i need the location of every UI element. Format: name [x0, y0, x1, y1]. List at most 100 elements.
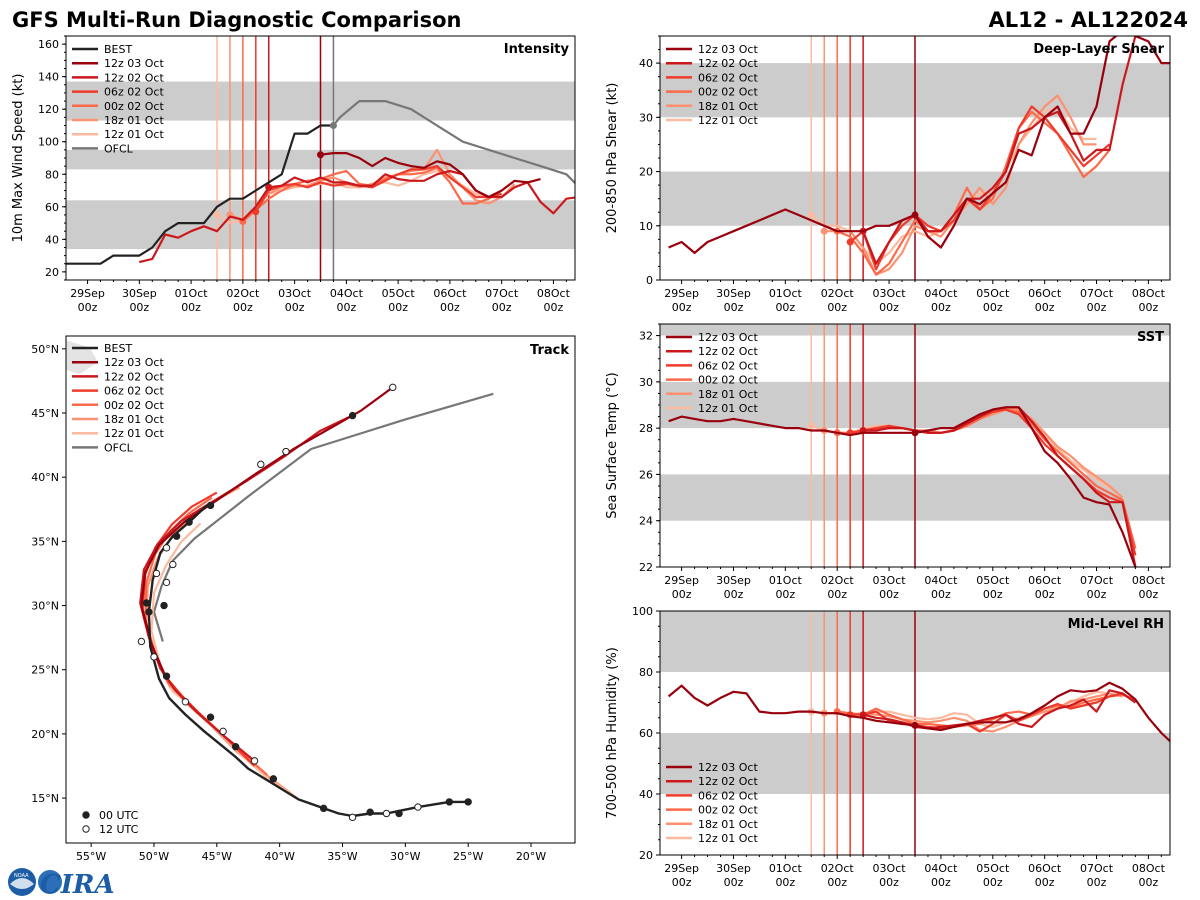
- y-tick-label: 20: [639, 166, 653, 179]
- x-tick-label-hour: 00z: [285, 301, 305, 314]
- y-tick-label: 40: [639, 788, 653, 801]
- init-marker-ofcl: [329, 121, 337, 129]
- track-point-12z: [250, 757, 259, 765]
- y-axis-label: 10m Max Wind Speed (kt): [11, 74, 26, 243]
- x-tick-label-hour: 00z: [1087, 588, 1107, 601]
- track-point-12z: [137, 637, 146, 646]
- legend-label-12z-01-oct: 12z 01 Oct: [104, 128, 164, 141]
- legend-marker-label-00-utc: 00 UTC: [99, 809, 139, 822]
- y-tick-label: 100: [632, 605, 653, 618]
- panel-label: Track: [530, 343, 569, 358]
- x-tick-label: 06Oct: [1028, 574, 1062, 587]
- x-tick-label: 03Oct: [873, 862, 907, 875]
- track-point-00z: [231, 743, 240, 751]
- y-tick-label: 40: [639, 57, 653, 70]
- series-12z-03-oct: [668, 406, 1137, 567]
- plot-area: [660, 611, 1170, 855]
- init-marker-12z-02-oct: [265, 183, 273, 191]
- legend-label-12z-03-oct: 12z 03 Oct: [698, 761, 758, 774]
- track-point-00z: [395, 809, 403, 818]
- series-06z-02-oct: [254, 165, 502, 213]
- y-axis-label: 700-500 hPa Humidity (%): [605, 647, 620, 819]
- x-tick-label-hour: 00z: [672, 588, 692, 601]
- y-tick-label: 24: [639, 515, 653, 528]
- track-point-12z: [150, 653, 158, 661]
- lon-tick-label: 55°W: [76, 850, 106, 863]
- x-tick-label: 08Oct: [537, 287, 571, 300]
- track-ofcl: [152, 392, 494, 642]
- y-tick-label: 100: [38, 136, 59, 149]
- x-tick-label: 30Sep: [716, 574, 751, 587]
- x-tick-label: 04Oct: [924, 862, 958, 875]
- init-marker-12z-01-oct: [213, 211, 221, 219]
- legend-label-12z-02-oct: 12z 02 Oct: [104, 370, 164, 383]
- track-point-00z: [185, 518, 193, 526]
- x-tick-label-hour: 00z: [336, 301, 356, 314]
- x-tick-label: 30Sep: [122, 287, 157, 300]
- y-tick-label: 32: [639, 330, 653, 343]
- track-point-00z: [348, 411, 357, 420]
- y-tick-label: 20: [639, 849, 653, 862]
- x-tick-label: 01Oct: [769, 862, 803, 875]
- legend-label-12z-02-oct: 12z 02 Oct: [698, 775, 758, 788]
- x-tick-label: 06Oct: [1028, 862, 1062, 875]
- y-tick-label: 22: [639, 561, 653, 574]
- y-tick-label: 28: [639, 422, 653, 435]
- track-point-00z: [206, 713, 215, 721]
- series-ofcl: [332, 99, 575, 185]
- init-marker-12z-03-oct: [317, 151, 324, 159]
- legend-label-12z-01-oct: 12z 01 Oct: [698, 402, 758, 415]
- legend-label-best: BEST: [104, 342, 132, 355]
- legend-label-06z-02-oct: 06z 02 Oct: [698, 789, 758, 802]
- x-tick-label: 07Oct: [1080, 862, 1114, 875]
- legend-label-06z-02-oct: 06z 02 Oct: [104, 86, 164, 99]
- legend-label-12z-03-oct: 12z 03 Oct: [698, 43, 758, 56]
- legend-label-18z-01-oct: 18z 01 Oct: [104, 114, 164, 127]
- track-point-12z: [181, 698, 190, 706]
- init-marker-06z-02-oct: [846, 238, 854, 246]
- x-tick-label-hour: 00z: [544, 301, 564, 314]
- shear-panel: 29Sep00z30Sep00z01Oct00z02Oct00z03Oct00z…: [605, 35, 1171, 314]
- track-point-12z: [169, 560, 177, 569]
- legend-label-06z-02-oct: 06z 02 Oct: [698, 359, 758, 372]
- legend-label-12z-03-oct: 12z 03 Oct: [104, 356, 164, 369]
- legend-label-ofcl: OFCL: [104, 441, 134, 454]
- x-tick-label-hour: 00z: [1087, 876, 1107, 889]
- sst-panel: 29Sep00z30Sep00z01Oct00z02Oct00z03Oct00z…: [605, 323, 1171, 601]
- x-tick-label: 07Oct: [1080, 287, 1114, 300]
- x-tick-label-hour: 00z: [1035, 876, 1055, 889]
- series-12z-02-oct: [139, 169, 575, 264]
- globe-icon: [38, 870, 62, 894]
- x-tick-label-hour: 00z: [827, 876, 847, 889]
- x-tick-label: 01Oct: [769, 574, 803, 587]
- legend-label-00z-02-oct: 00z 02 Oct: [104, 399, 164, 412]
- y-tick-label: 30: [639, 376, 653, 389]
- x-tick-label: 08Oct: [1132, 862, 1166, 875]
- x-tick-label-hour: 00z: [724, 301, 744, 314]
- x-tick-label: 29Sep: [664, 574, 699, 587]
- x-tick-label: 03Oct: [873, 287, 907, 300]
- track-point-12z: [382, 809, 391, 818]
- track-point-12z: [389, 383, 397, 392]
- x-tick-label: 03Oct: [278, 287, 312, 300]
- x-tick-label-hour: 00z: [1138, 588, 1158, 601]
- legend-marker-00-utc: [82, 811, 90, 819]
- legend-marker-label-12-utc: 12 UTC: [99, 823, 139, 836]
- x-tick-label: 01Oct: [769, 287, 803, 300]
- legend-label-12z-01-oct: 12z 01 Oct: [104, 427, 164, 440]
- cira-logo: NOAA CIRA: [8, 868, 115, 900]
- legend-label-best: BEST: [104, 43, 132, 56]
- track-point-00z: [206, 501, 215, 510]
- x-tick-label-hour: 00z: [492, 301, 512, 314]
- x-tick-label-hour: 00z: [931, 301, 951, 314]
- x-tick-label: 05Oct: [976, 287, 1010, 300]
- y-tick-label: 0: [646, 274, 653, 287]
- legend-label-18z-01-oct: 18z 01 Oct: [698, 388, 758, 401]
- track-point-00z: [445, 798, 454, 806]
- track-point-12z: [219, 727, 227, 736]
- lat-tick-label: 20°N: [31, 728, 59, 741]
